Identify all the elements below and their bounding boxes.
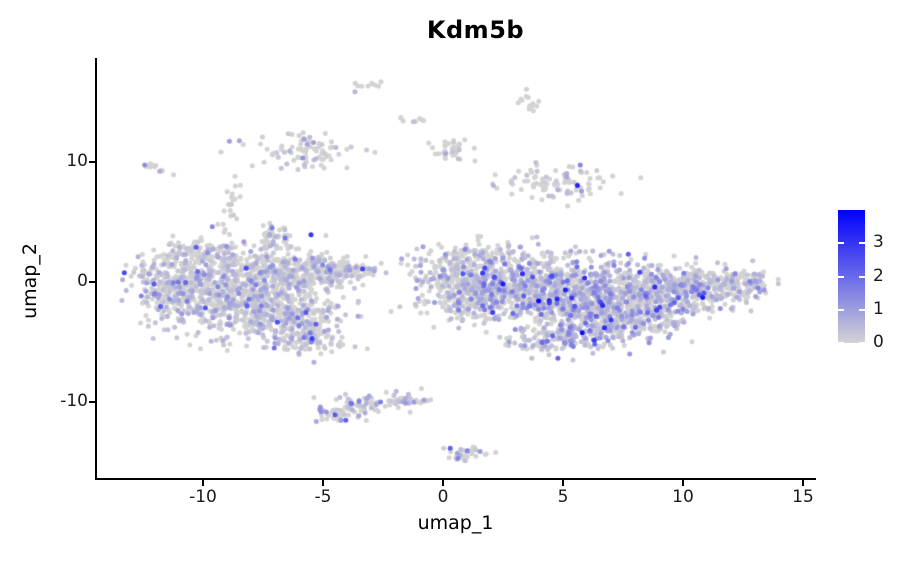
x-tick-label: -10: [189, 487, 217, 507]
x-axis-title: umap_1: [417, 512, 494, 534]
colorbar-tick-label: 1: [873, 298, 884, 319]
y-tick-mark: [89, 280, 95, 283]
x-tick-label: 10: [672, 487, 694, 507]
plot-title: Kdm5b: [426, 16, 525, 44]
y-axis-title: umap_2: [19, 243, 41, 319]
x-tick-mark: [802, 480, 804, 486]
x-tick-mark: [562, 480, 564, 486]
y-tick-mark: [89, 160, 95, 163]
colorbar-tick-mark: [859, 242, 865, 245]
colorbar-tick-label: 3: [873, 232, 884, 253]
x-tick-mark: [442, 480, 444, 486]
x-tick-mark: [322, 480, 324, 486]
x-axis-line: [95, 478, 816, 480]
colorbar-tick-mark: [838, 342, 844, 344]
x-tick-label: -5: [314, 487, 332, 507]
x-tick-label: 0: [437, 487, 449, 507]
x-tick-label: 5: [557, 487, 569, 507]
colorbar-tick-label: 0: [873, 332, 884, 352]
colorbar-tick-mark: [838, 275, 844, 278]
y-tick-label: -10: [60, 390, 88, 411]
colorbar-tick-mark: [838, 308, 844, 311]
y-tick-label: 10: [66, 150, 88, 171]
colorbar-tick-mark: [859, 308, 865, 311]
colorbar-tick-mark: [859, 342, 865, 344]
y-axis-line: [95, 58, 97, 480]
colorbar-tick-mark: [859, 275, 865, 278]
x-tick-mark: [202, 480, 204, 486]
x-tick-mark: [682, 480, 684, 486]
y-tick-mark: [89, 400, 95, 403]
colorbar-tick-label: 2: [873, 265, 884, 286]
y-tick-label: 0: [77, 270, 88, 291]
colorbar-tick-mark: [838, 242, 844, 245]
x-tick-label: 15: [792, 487, 814, 507]
